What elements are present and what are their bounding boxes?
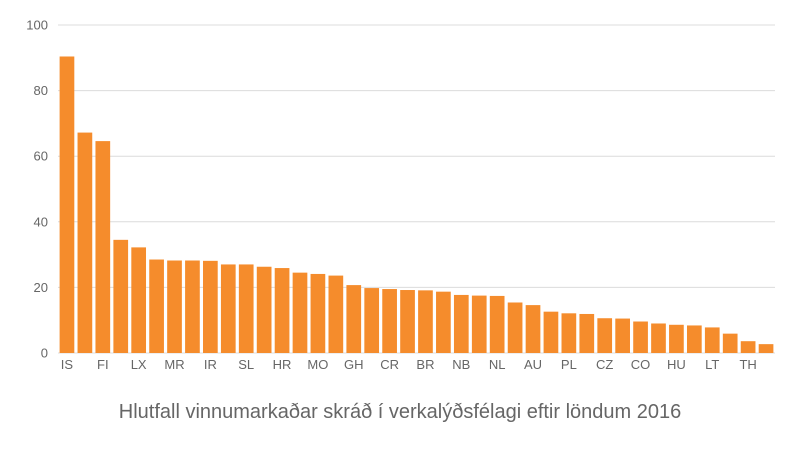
bar — [220, 264, 236, 353]
x-tick-label: CR — [380, 357, 399, 372]
bar — [310, 273, 326, 353]
bar — [436, 291, 451, 353]
bar — [346, 285, 362, 353]
bar — [77, 132, 93, 353]
bar — [256, 266, 272, 353]
x-tick-label: NL — [489, 357, 506, 372]
x-tick-label: AU — [524, 357, 542, 372]
bar — [418, 290, 433, 353]
bar — [203, 260, 218, 353]
y-tick-label: 40 — [34, 214, 48, 229]
x-tick-label: IR — [204, 357, 217, 372]
bar — [471, 295, 487, 353]
x-tick-label: LX — [131, 357, 147, 372]
y-tick-label: 80 — [34, 83, 48, 98]
bar — [400, 290, 415, 353]
bar — [525, 305, 541, 353]
bar — [686, 325, 702, 353]
x-tick-label: MR — [164, 357, 184, 372]
bar — [704, 327, 720, 353]
x-tick-label: MO — [307, 357, 328, 372]
bar — [615, 318, 630, 353]
x-tick-label: LT — [705, 357, 719, 372]
gridlines — [58, 24, 775, 354]
bars — [59, 56, 774, 354]
bar — [453, 294, 469, 353]
x-tick-label: HR — [273, 357, 292, 372]
chart-title: Hlutfall vinnumarkaðar skráð í verkalýðs… — [118, 401, 682, 423]
bar — [167, 260, 182, 353]
bar — [740, 341, 756, 353]
x-tick-label: CO — [631, 357, 651, 372]
bar — [722, 333, 738, 353]
x-tick-label: SL — [238, 357, 254, 372]
bar — [561, 313, 577, 353]
bar — [758, 344, 774, 353]
bar — [651, 323, 666, 353]
bar — [274, 268, 290, 353]
bar — [364, 288, 380, 353]
x-tick-label: GH — [344, 357, 364, 372]
bar — [185, 260, 200, 353]
x-tick-label: NB — [452, 357, 470, 372]
x-tick-label: PL — [561, 357, 577, 372]
x-tick-label: FI — [97, 357, 109, 372]
y-tick-label: 0 — [41, 346, 48, 361]
bar — [59, 56, 75, 354]
y-tick-label: 100 — [26, 18, 48, 33]
bar — [149, 259, 164, 353]
bar — [597, 318, 613, 353]
y-axis-tick-labels: 0 20 40 60 80 100 — [26, 18, 48, 361]
bar — [633, 321, 648, 353]
x-axis-tick-labels: IS FI LX MR IR SL HR MO GH CR BR NB NL AU PL CZ CO HU LT TH — [61, 357, 757, 372]
bar — [131, 247, 147, 353]
bar — [328, 275, 344, 353]
bar — [238, 264, 254, 353]
bar — [382, 289, 397, 353]
bar — [669, 324, 684, 353]
x-tick-label: HU — [667, 357, 686, 372]
bar — [292, 272, 308, 353]
bar — [489, 295, 505, 353]
bar — [579, 313, 595, 353]
x-tick-label: TH — [739, 357, 756, 372]
bar — [543, 311, 559, 353]
y-tick-label: 60 — [34, 149, 48, 164]
x-tick-label: CZ — [596, 357, 613, 372]
bar — [507, 302, 523, 353]
x-tick-label: BR — [416, 357, 434, 372]
x-tick-label: IS — [61, 357, 74, 372]
y-tick-label: 20 — [34, 280, 48, 295]
bar — [95, 141, 111, 353]
bar — [113, 239, 129, 353]
